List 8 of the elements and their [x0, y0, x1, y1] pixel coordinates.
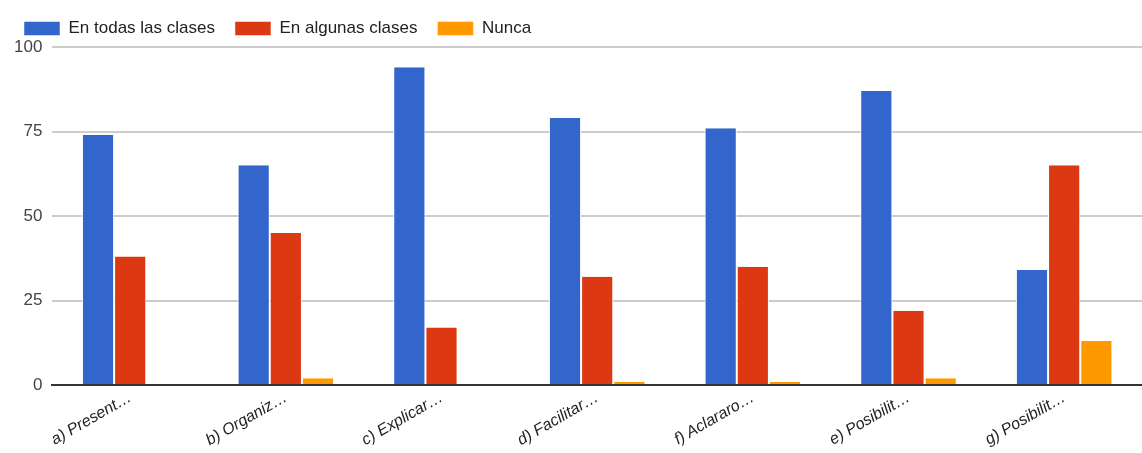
legend-label: En algunas clases	[279, 18, 418, 38]
y-tick-label: 25	[23, 290, 43, 310]
y-tick-label: 100	[13, 36, 43, 56]
legend-label: En todas las clases	[68, 18, 215, 38]
y-tick-label: 0	[32, 374, 43, 394]
y-tick-label: 75	[23, 121, 43, 141]
y-tick-label: 50	[23, 205, 43, 225]
legend-label: Nunca	[481, 18, 532, 38]
